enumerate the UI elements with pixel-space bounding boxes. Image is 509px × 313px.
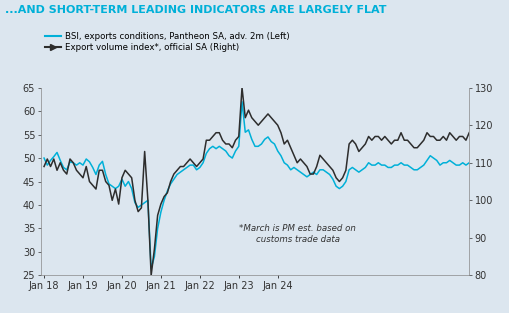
Text: *March is PM est. based on
customs trade data: *March is PM est. based on customs trade… (239, 224, 356, 244)
Legend: BSI, exports conditions, Pantheon SA, adv. 2m (Left), Export volume index*, offi: BSI, exports conditions, Pantheon SA, ad… (45, 32, 289, 52)
Text: ...AND SHORT-TERM LEADING INDICATORS ARE LARGELY FLAT: ...AND SHORT-TERM LEADING INDICATORS ARE… (5, 5, 386, 15)
